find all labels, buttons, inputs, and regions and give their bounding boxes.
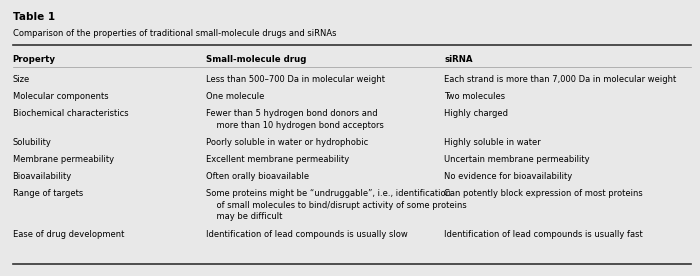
Text: Table 1: Table 1 — [13, 12, 55, 22]
Text: Excellent membrane permeability: Excellent membrane permeability — [206, 155, 350, 164]
Text: Can potently block expression of most proteins: Can potently block expression of most pr… — [444, 189, 643, 198]
Text: Some proteins might be “undruggable”, i.e., identification
    of small molecule: Some proteins might be “undruggable”, i.… — [206, 189, 468, 221]
Text: Ease of drug development: Ease of drug development — [13, 230, 124, 239]
Text: Uncertain membrane permeability: Uncertain membrane permeability — [444, 155, 590, 164]
Text: Often orally bioavailable: Often orally bioavailable — [206, 172, 309, 181]
Text: Identification of lead compounds is usually fast: Identification of lead compounds is usua… — [444, 230, 643, 239]
Text: siRNA: siRNA — [444, 55, 473, 64]
Text: Property: Property — [13, 55, 55, 64]
Text: Poorly soluble in water or hydrophobic: Poorly soluble in water or hydrophobic — [206, 138, 369, 147]
Text: No evidence for bioavailability: No evidence for bioavailability — [444, 172, 573, 181]
Text: Bioavailability: Bioavailability — [13, 172, 72, 181]
Text: Each strand is more than 7,000 Da in molecular weight: Each strand is more than 7,000 Da in mol… — [444, 75, 677, 84]
Text: Biochemical characteristics: Biochemical characteristics — [13, 109, 128, 118]
Text: Comparison of the properties of traditional small-molecule drugs and siRNAs: Comparison of the properties of traditio… — [13, 29, 336, 38]
Text: Two molecules: Two molecules — [444, 92, 505, 101]
Text: Less than 500–700 Da in molecular weight: Less than 500–700 Da in molecular weight — [206, 75, 386, 84]
Text: Highly charged: Highly charged — [444, 109, 508, 118]
Text: Range of targets: Range of targets — [13, 189, 83, 198]
Text: Small-molecule drug: Small-molecule drug — [206, 55, 307, 64]
Text: Highly soluble in water: Highly soluble in water — [444, 138, 541, 147]
Text: One molecule: One molecule — [206, 92, 265, 101]
Text: Identification of lead compounds is usually slow: Identification of lead compounds is usua… — [206, 230, 408, 239]
Text: Molecular components: Molecular components — [13, 92, 108, 101]
Text: Size: Size — [13, 75, 30, 84]
Text: Solubility: Solubility — [13, 138, 52, 147]
Text: Fewer than 5 hydrogen bond donors and
    more than 10 hydrogen bond acceptors: Fewer than 5 hydrogen bond donors and mo… — [206, 109, 384, 130]
Text: Membrane permeability: Membrane permeability — [13, 155, 113, 164]
